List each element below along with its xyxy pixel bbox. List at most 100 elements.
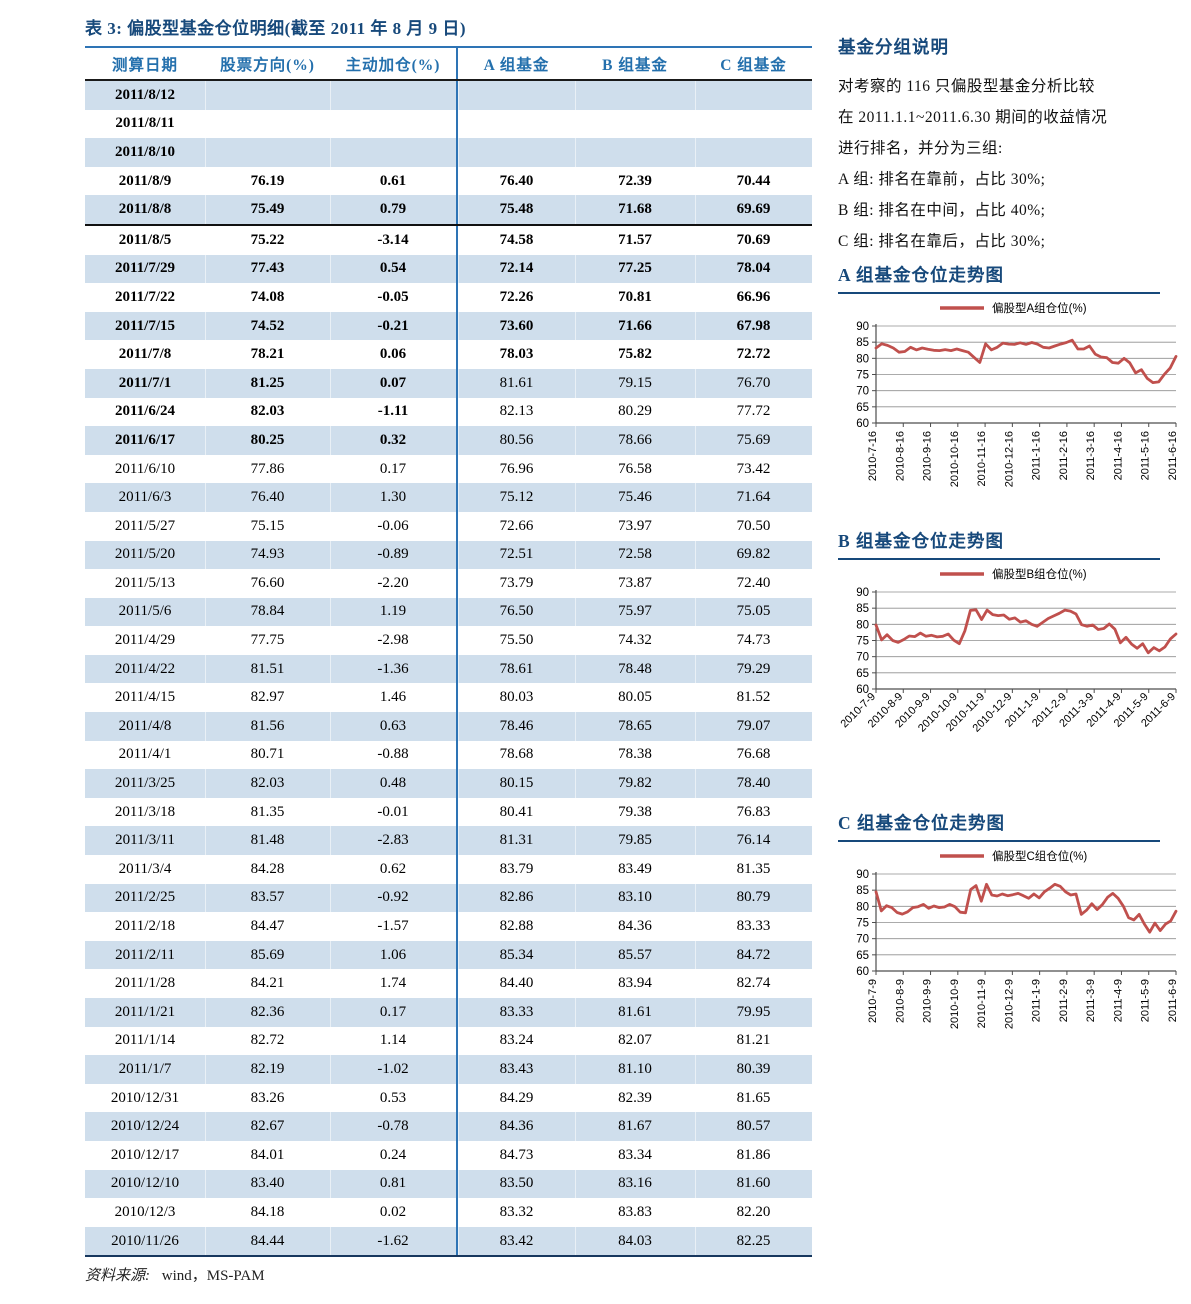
table-cell: 72.51 [456,540,575,570]
table-row: 2011/8/12 [85,80,812,110]
table-cell: 70.50 [736,517,771,534]
table-row: 2011/3/18 81.35 -0.01 80.41 79.38 76.83 [85,797,812,827]
table-cell: 83.32 [456,1198,575,1227]
svg-text:2011-1-9: 2011-1-9 [1031,979,1043,1022]
table-cell: 72.66 [456,511,575,541]
note-line: 进行排名，并分为三组: [838,140,1003,157]
table-cell: 82.86 [456,883,575,913]
table-cell: 0.79 [330,195,457,226]
table-cell: 85.34 [456,940,575,970]
table-cell: 80.29 [618,403,652,420]
table-row: 2011/2/25 83.57 -0.92 82.86 83.10 80.79 [85,883,812,913]
table-cell: 82.36 [205,998,330,1027]
table-cell: 80.15 [456,769,575,798]
table-cell: 81.86 [736,1146,771,1163]
table-cell: 0.63 [330,712,457,741]
table-cell: 75.69 [695,426,812,455]
table-cell: 72.72 [736,346,771,363]
table-cell: 2011/1/28 [114,975,176,992]
chart-section-c: C 组基金仓位走势图 偏股型C组仓位(%) 60 65 70 75 80 85 90 2010-… [838,810,1190,1051]
table-cell: 1.14 [379,1032,407,1049]
table-title: 表 3: 偏股型基金仓位明细(截至 2011 年 8 月 9 日) [85,14,812,48]
data-source-label: 资料来源: [85,1268,150,1284]
table-cell: 83.34 [618,1146,652,1163]
table-cell: 78.84 [205,597,330,627]
fund-table-body: 2011/8/12 2011/8/11 2011/8/10 2011/8/9 76.19… [85,80,812,1258]
table-row: 2011/2/11 85.69 1.06 85.34 85.57 84.72 [85,940,812,970]
table-cell: 74.32 [618,632,652,649]
table-cell: 76.68 [736,746,771,763]
table-cell: 0.07 [330,368,457,398]
table-cell: 2011/4/22 [85,654,205,684]
table-cell: 76.14 [695,826,812,856]
table-cell: 75.50 [456,626,575,655]
svg-text:2011-2-16: 2011-2-16 [1058,431,1070,480]
table-cell: 81.52 [736,689,771,706]
table-cell: 2010/12/31 [110,1089,180,1106]
table-cell: 81.67 [575,1112,695,1141]
table-cell: 77.25 [575,254,695,284]
table-cell: 2011/6/24 [114,403,175,420]
table-cell: 83.50 [456,1169,575,1199]
table-cell: 2011/4/8 [85,712,205,741]
table-cell: 83.24 [456,1026,575,1056]
table-cell: 2011/8/12 [85,80,205,110]
table-cell: 85.57 [575,940,695,970]
table-cell: 2011/6/3 [85,483,205,512]
table-cell: 2011/8/10 [85,138,205,167]
table-cell: 82.25 [695,1226,812,1258]
table-cell: 75.49 [205,195,330,226]
table-cell: 2011/1/14 [114,1032,176,1049]
table-cell: 71.66 [575,311,695,341]
table-cell: 2011/6/10 [114,460,176,477]
svg-text:60: 60 [856,966,869,978]
table-cell: -0.21 [330,311,457,341]
table-cell: 79.29 [695,654,812,684]
table-row: 2011/1/7 82.19 -1.02 83.43 81.10 80.39 [85,1055,812,1084]
svg-text:60: 60 [856,684,869,696]
table-cell: 72.14 [456,254,575,284]
table-row: 2010/12/31 83.26 0.53 84.29 82.39 81.65 [85,1083,812,1113]
svg-text:2010-10-9: 2010-10-9 [949,979,961,1029]
table-cell: 2011/5/20 [85,540,205,570]
table-cell: 83.10 [575,883,695,913]
chart-b-title: B 组基金仓位走势图 [838,528,1160,560]
svg-text:80: 80 [856,901,869,913]
table-cell: 74.73 [736,632,771,649]
table-row: 2011/3/4 84.28 0.62 83.79 83.49 81.35 [85,855,812,884]
table-cell: 2011/7/8 [118,346,172,363]
table-cell: 1.06 [330,940,457,970]
table-row: 2011/4/1 80.71 -0.88 78.68 78.38 76.68 [85,740,812,770]
table-row: 2010/12/17 84.01 0.24 84.73 83.34 81.86 [85,1140,812,1170]
chart-section-b: B 组基金仓位走势图 偏股型B组仓位(%) 60 65 70 75 80 85 90 2010-… [838,528,1190,754]
svg-text:2011-4-16: 2011-4-16 [1112,431,1124,480]
table-cell: 78.03 [456,340,575,369]
table-cell: 0.17 [379,460,407,477]
svg-text:2011-5-16: 2011-5-16 [1140,431,1152,480]
table-cell: 2011/6/17 [85,426,205,455]
table-cell: 0.06 [379,346,407,363]
table-cell: -0.89 [330,540,457,570]
table-cell [205,138,330,167]
table-cell: 2011/5/13 [114,574,176,591]
table-cell: 85.69 [205,940,330,970]
table-cell: 76.50 [456,597,575,627]
svg-text:85: 85 [856,337,869,349]
table-cell: 84.21 [250,975,285,992]
table-cell: 78.68 [456,740,575,770]
svg-text:2010-11-16: 2010-11-16 [976,431,988,486]
svg-text:2011-1-16: 2011-1-16 [1031,431,1043,480]
table-cell: 77.75 [250,632,285,649]
table-cell: 0.62 [379,860,407,877]
table-cell: 66.96 [736,288,771,305]
table-cell: 84.73 [456,1140,575,1170]
table-cell: 80.41 [456,797,575,827]
table-cell: 2011/5/27 [114,517,176,534]
table-cell: 75.82 [618,346,652,363]
table-header-row: 测算日期 股票方向(%) 主动加仓(%) A 组基金 B 组基金 C 组基金 [85,48,812,81]
table-cell: 84.40 [456,969,575,998]
data-source-value: wind，MS-PAM [161,1268,265,1284]
table-cell: 78.46 [456,712,575,741]
table-cell: 84.44 [205,1226,330,1258]
svg-text:2010-12-9: 2010-12-9 [1003,979,1015,1029]
